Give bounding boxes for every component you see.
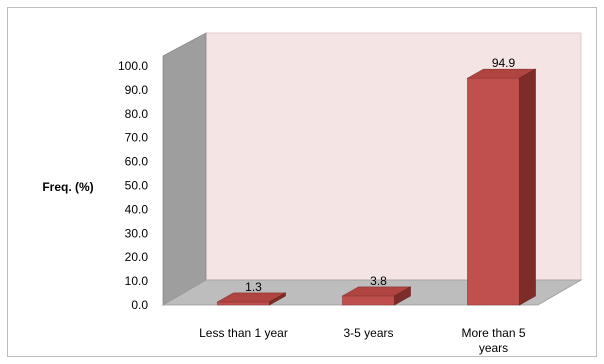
y-axis-title: Freq. (%) bbox=[42, 180, 93, 194]
data-label: 3.8 bbox=[370, 274, 387, 288]
bar-front bbox=[467, 77, 520, 306]
y-tick-label: 0.0 bbox=[131, 298, 148, 312]
bars bbox=[216, 68, 537, 306]
x-category-label-line: years bbox=[479, 341, 508, 355]
y-tick-label: 40.0 bbox=[125, 202, 149, 216]
x-axis: Less than 1 year 3-5 years More than 5 year… bbox=[199, 326, 526, 355]
bar bbox=[216, 292, 287, 306]
bar-front bbox=[217, 301, 270, 306]
side-wall bbox=[162, 32, 207, 306]
y-tick-label: 10.0 bbox=[125, 274, 149, 288]
y-tick-label: 30.0 bbox=[125, 226, 149, 240]
chart-frame: 0.0 10.0 20.0 30.0 40.0 50.0 60.0 70.0 80.0 90.0 1… bbox=[7, 7, 597, 357]
data-label: 94.9 bbox=[492, 56, 516, 70]
y-tick-label: 20.0 bbox=[125, 250, 149, 264]
data-labels: 1.3 3.8 94.9 bbox=[245, 56, 515, 294]
bar bbox=[341, 286, 412, 306]
bar bbox=[466, 68, 537, 306]
bar-side bbox=[269, 292, 286, 306]
bar-side bbox=[519, 68, 536, 306]
bar-chart: 0.0 10.0 20.0 30.0 40.0 50.0 60.0 70.0 80.0 90.0 1… bbox=[42, 32, 583, 355]
y-tick-label: 80.0 bbox=[125, 107, 149, 121]
y-tick-label: 70.0 bbox=[125, 131, 149, 145]
y-tick-label: 50.0 bbox=[125, 179, 149, 193]
y-axis: 0.0 10.0 20.0 30.0 40.0 50.0 60.0 70.0 80.0 90.0 1… bbox=[118, 59, 148, 312]
x-category-label: More than 5 years bbox=[461, 326, 525, 355]
x-category-label-line: 3-5 years bbox=[343, 326, 393, 340]
bar-front bbox=[342, 295, 395, 306]
bar-side bbox=[394, 286, 411, 306]
x-category-label: 3-5 years bbox=[343, 326, 393, 340]
x-category-label: Less than 1 year bbox=[199, 326, 288, 340]
y-tick-label: 60.0 bbox=[125, 155, 149, 169]
y-tick-label: 90.0 bbox=[125, 83, 149, 97]
y-tick-label: 100.0 bbox=[118, 59, 148, 73]
data-label: 1.3 bbox=[245, 280, 262, 294]
x-category-label-line: Less than 1 year bbox=[199, 326, 288, 340]
x-category-label-line: More than 5 bbox=[461, 326, 525, 340]
